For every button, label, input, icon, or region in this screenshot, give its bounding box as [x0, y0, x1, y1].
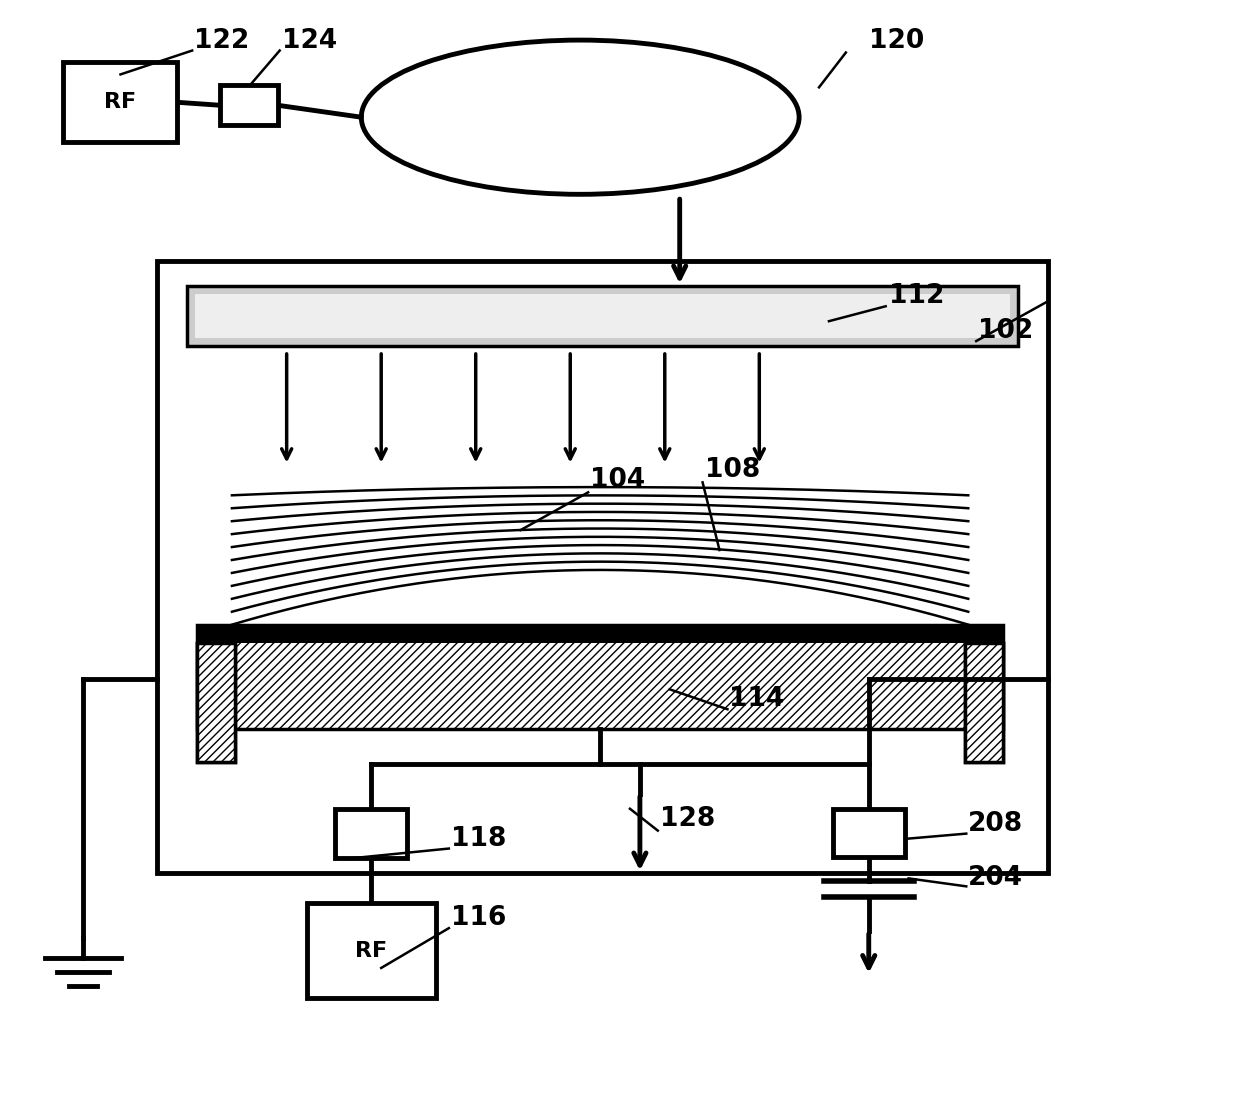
Bar [197, 642, 234, 762]
Text: 116: 116 [451, 905, 506, 931]
Bar [157, 262, 1048, 873]
Ellipse shape [361, 40, 799, 194]
Bar [833, 808, 904, 856]
Text: 208: 208 [968, 811, 1023, 836]
Bar [219, 86, 278, 125]
Bar [197, 642, 234, 762]
Bar [336, 808, 407, 859]
Text: 124: 124 [281, 28, 337, 54]
Bar [187, 287, 1018, 346]
Text: 102: 102 [978, 318, 1033, 345]
Text: 122: 122 [195, 28, 249, 54]
Text: 204: 204 [968, 865, 1023, 891]
Bar [965, 642, 1003, 762]
Text: 120: 120 [869, 28, 924, 54]
Bar [195, 294, 1011, 338]
Bar [965, 642, 1003, 762]
Text: 128: 128 [660, 806, 715, 832]
Bar [63, 62, 177, 142]
Text: 104: 104 [590, 467, 645, 493]
Text: 112: 112 [889, 283, 944, 309]
Text: 108: 108 [704, 457, 760, 484]
Text: 114: 114 [729, 687, 785, 712]
Bar [197, 642, 234, 762]
Bar [197, 624, 1003, 729]
Bar [965, 642, 1003, 762]
Bar [306, 903, 436, 998]
Text: RF: RF [104, 93, 136, 113]
Bar [197, 624, 1003, 642]
Text: 118: 118 [451, 825, 506, 852]
Text: RF: RF [355, 941, 387, 960]
Bar [197, 624, 1003, 729]
